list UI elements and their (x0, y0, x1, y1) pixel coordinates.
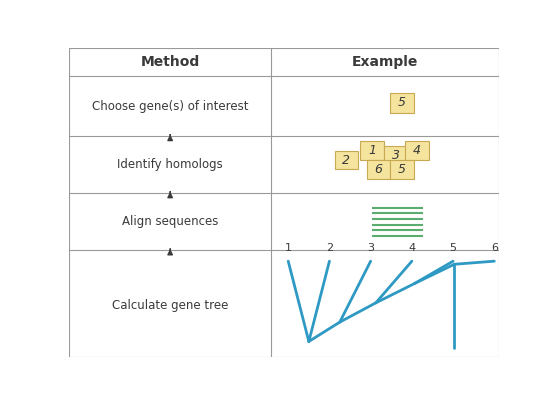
Text: Identify homologs: Identify homologs (117, 158, 223, 171)
Text: 4: 4 (408, 243, 416, 253)
Text: 4: 4 (413, 144, 421, 157)
FancyBboxPatch shape (367, 160, 390, 179)
Text: 5: 5 (450, 243, 456, 253)
Text: Choose gene(s) of interest: Choose gene(s) of interest (92, 99, 248, 113)
FancyBboxPatch shape (384, 146, 407, 165)
Text: 5: 5 (398, 96, 406, 109)
Text: Calculate gene tree: Calculate gene tree (112, 300, 228, 312)
Text: Align sequences: Align sequences (122, 215, 218, 228)
Text: 2: 2 (326, 243, 333, 253)
Text: 1: 1 (368, 144, 376, 157)
Text: 2: 2 (342, 154, 350, 166)
FancyBboxPatch shape (406, 142, 429, 160)
Text: Method: Method (141, 55, 200, 69)
Text: 1: 1 (285, 243, 292, 253)
FancyBboxPatch shape (389, 93, 414, 113)
FancyBboxPatch shape (335, 151, 358, 170)
Text: 5: 5 (398, 163, 406, 176)
Text: 6: 6 (491, 243, 498, 253)
Text: Example: Example (352, 55, 418, 69)
Text: 3: 3 (367, 243, 374, 253)
Text: 6: 6 (375, 163, 382, 176)
FancyBboxPatch shape (391, 160, 414, 179)
Text: 3: 3 (392, 149, 399, 162)
FancyBboxPatch shape (360, 142, 383, 160)
